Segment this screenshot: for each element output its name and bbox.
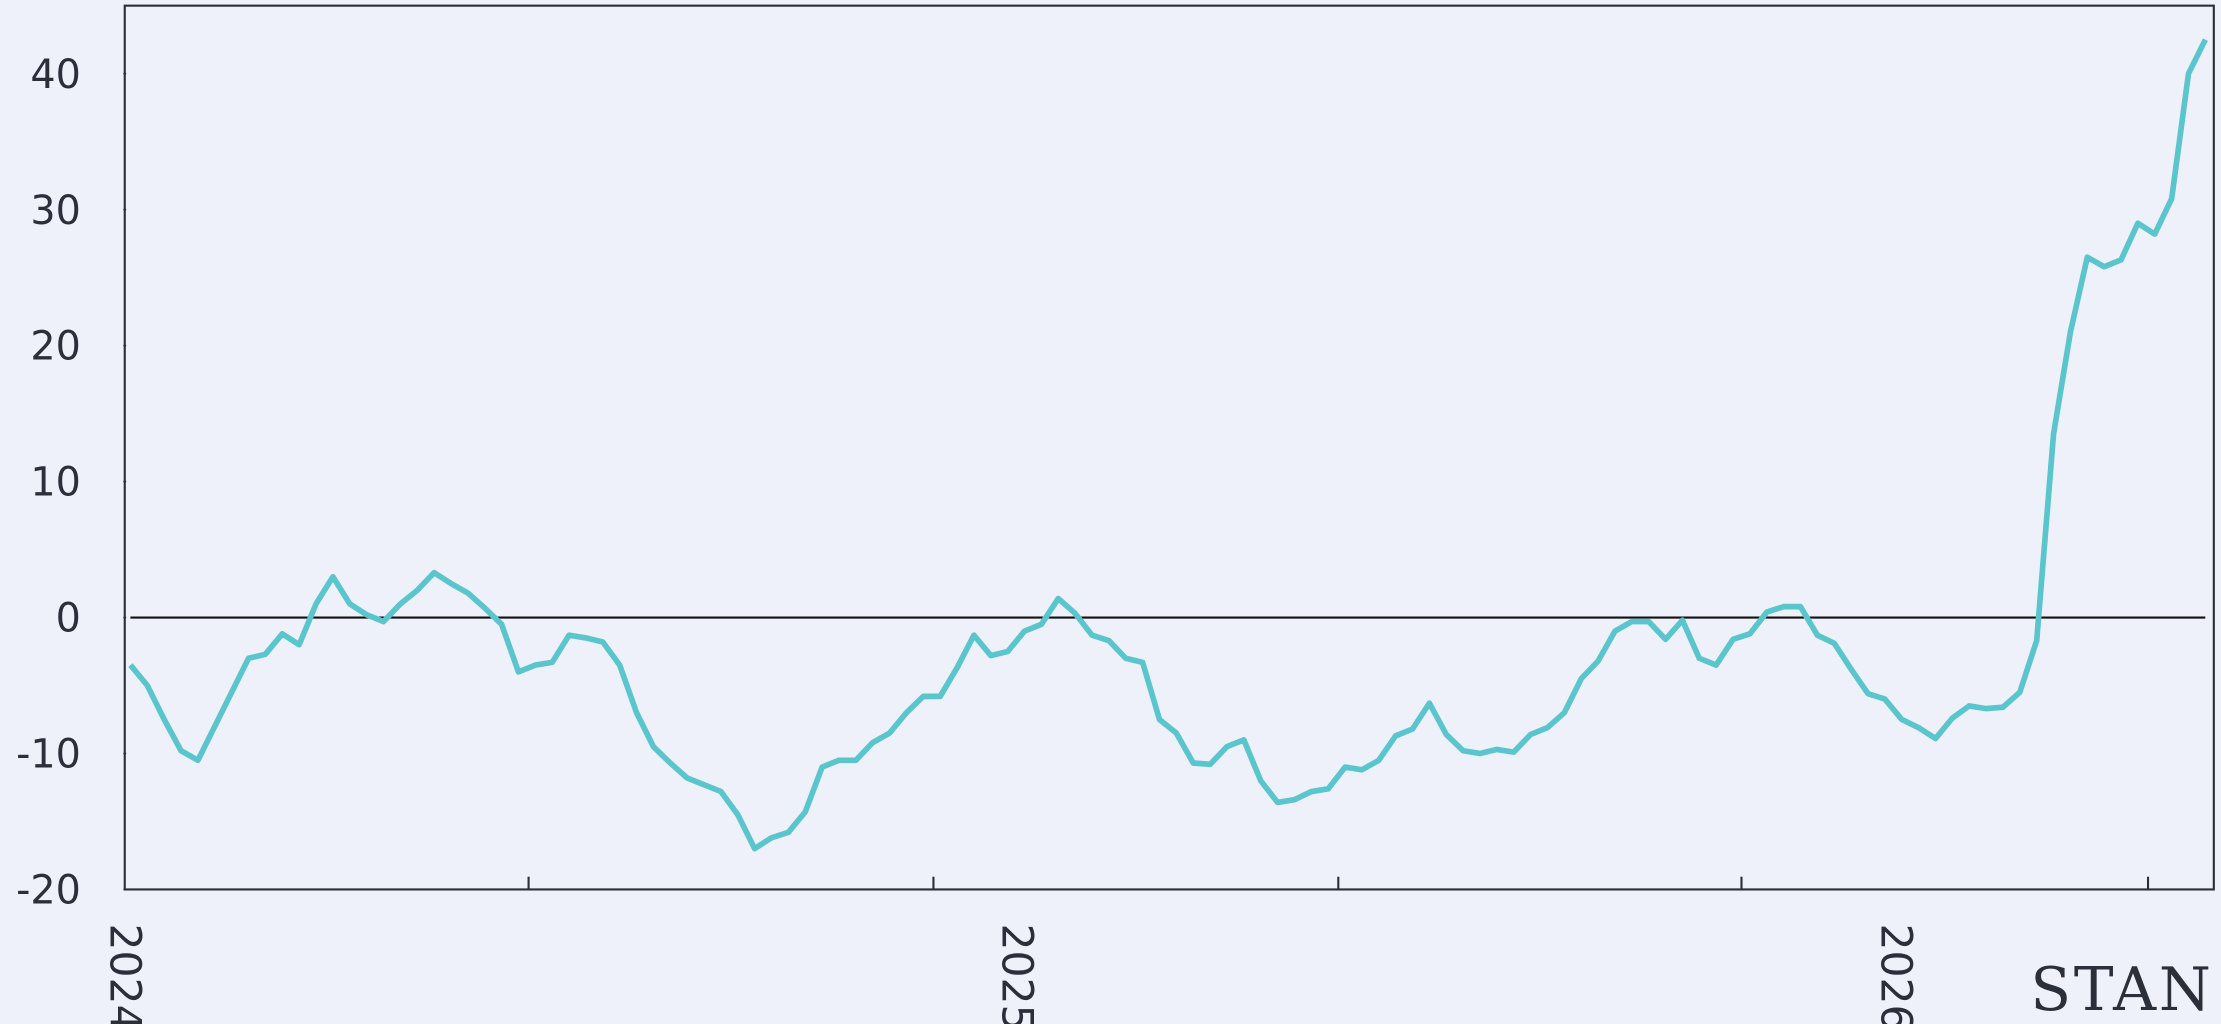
annotation: STAN bbox=[2030, 956, 2213, 1024]
y-tick-label: -20 bbox=[16, 868, 81, 914]
plot-frame bbox=[123, 4, 2215, 891]
y-tick-label: -10 bbox=[16, 732, 81, 778]
y-tick-label: 40 bbox=[30, 52, 80, 98]
y-tick-label: 20 bbox=[30, 324, 80, 370]
x-tick-label: 2024 bbox=[100, 923, 149, 1024]
y-tick-label: 10 bbox=[30, 460, 80, 506]
x-tick-label: 2025 bbox=[991, 923, 1040, 1024]
y-tick-label: 30 bbox=[30, 188, 80, 234]
data-line bbox=[128, 38, 2208, 852]
y-tick-label: 0 bbox=[56, 596, 81, 642]
x-tick-label: 2026 bbox=[1870, 923, 1919, 1024]
